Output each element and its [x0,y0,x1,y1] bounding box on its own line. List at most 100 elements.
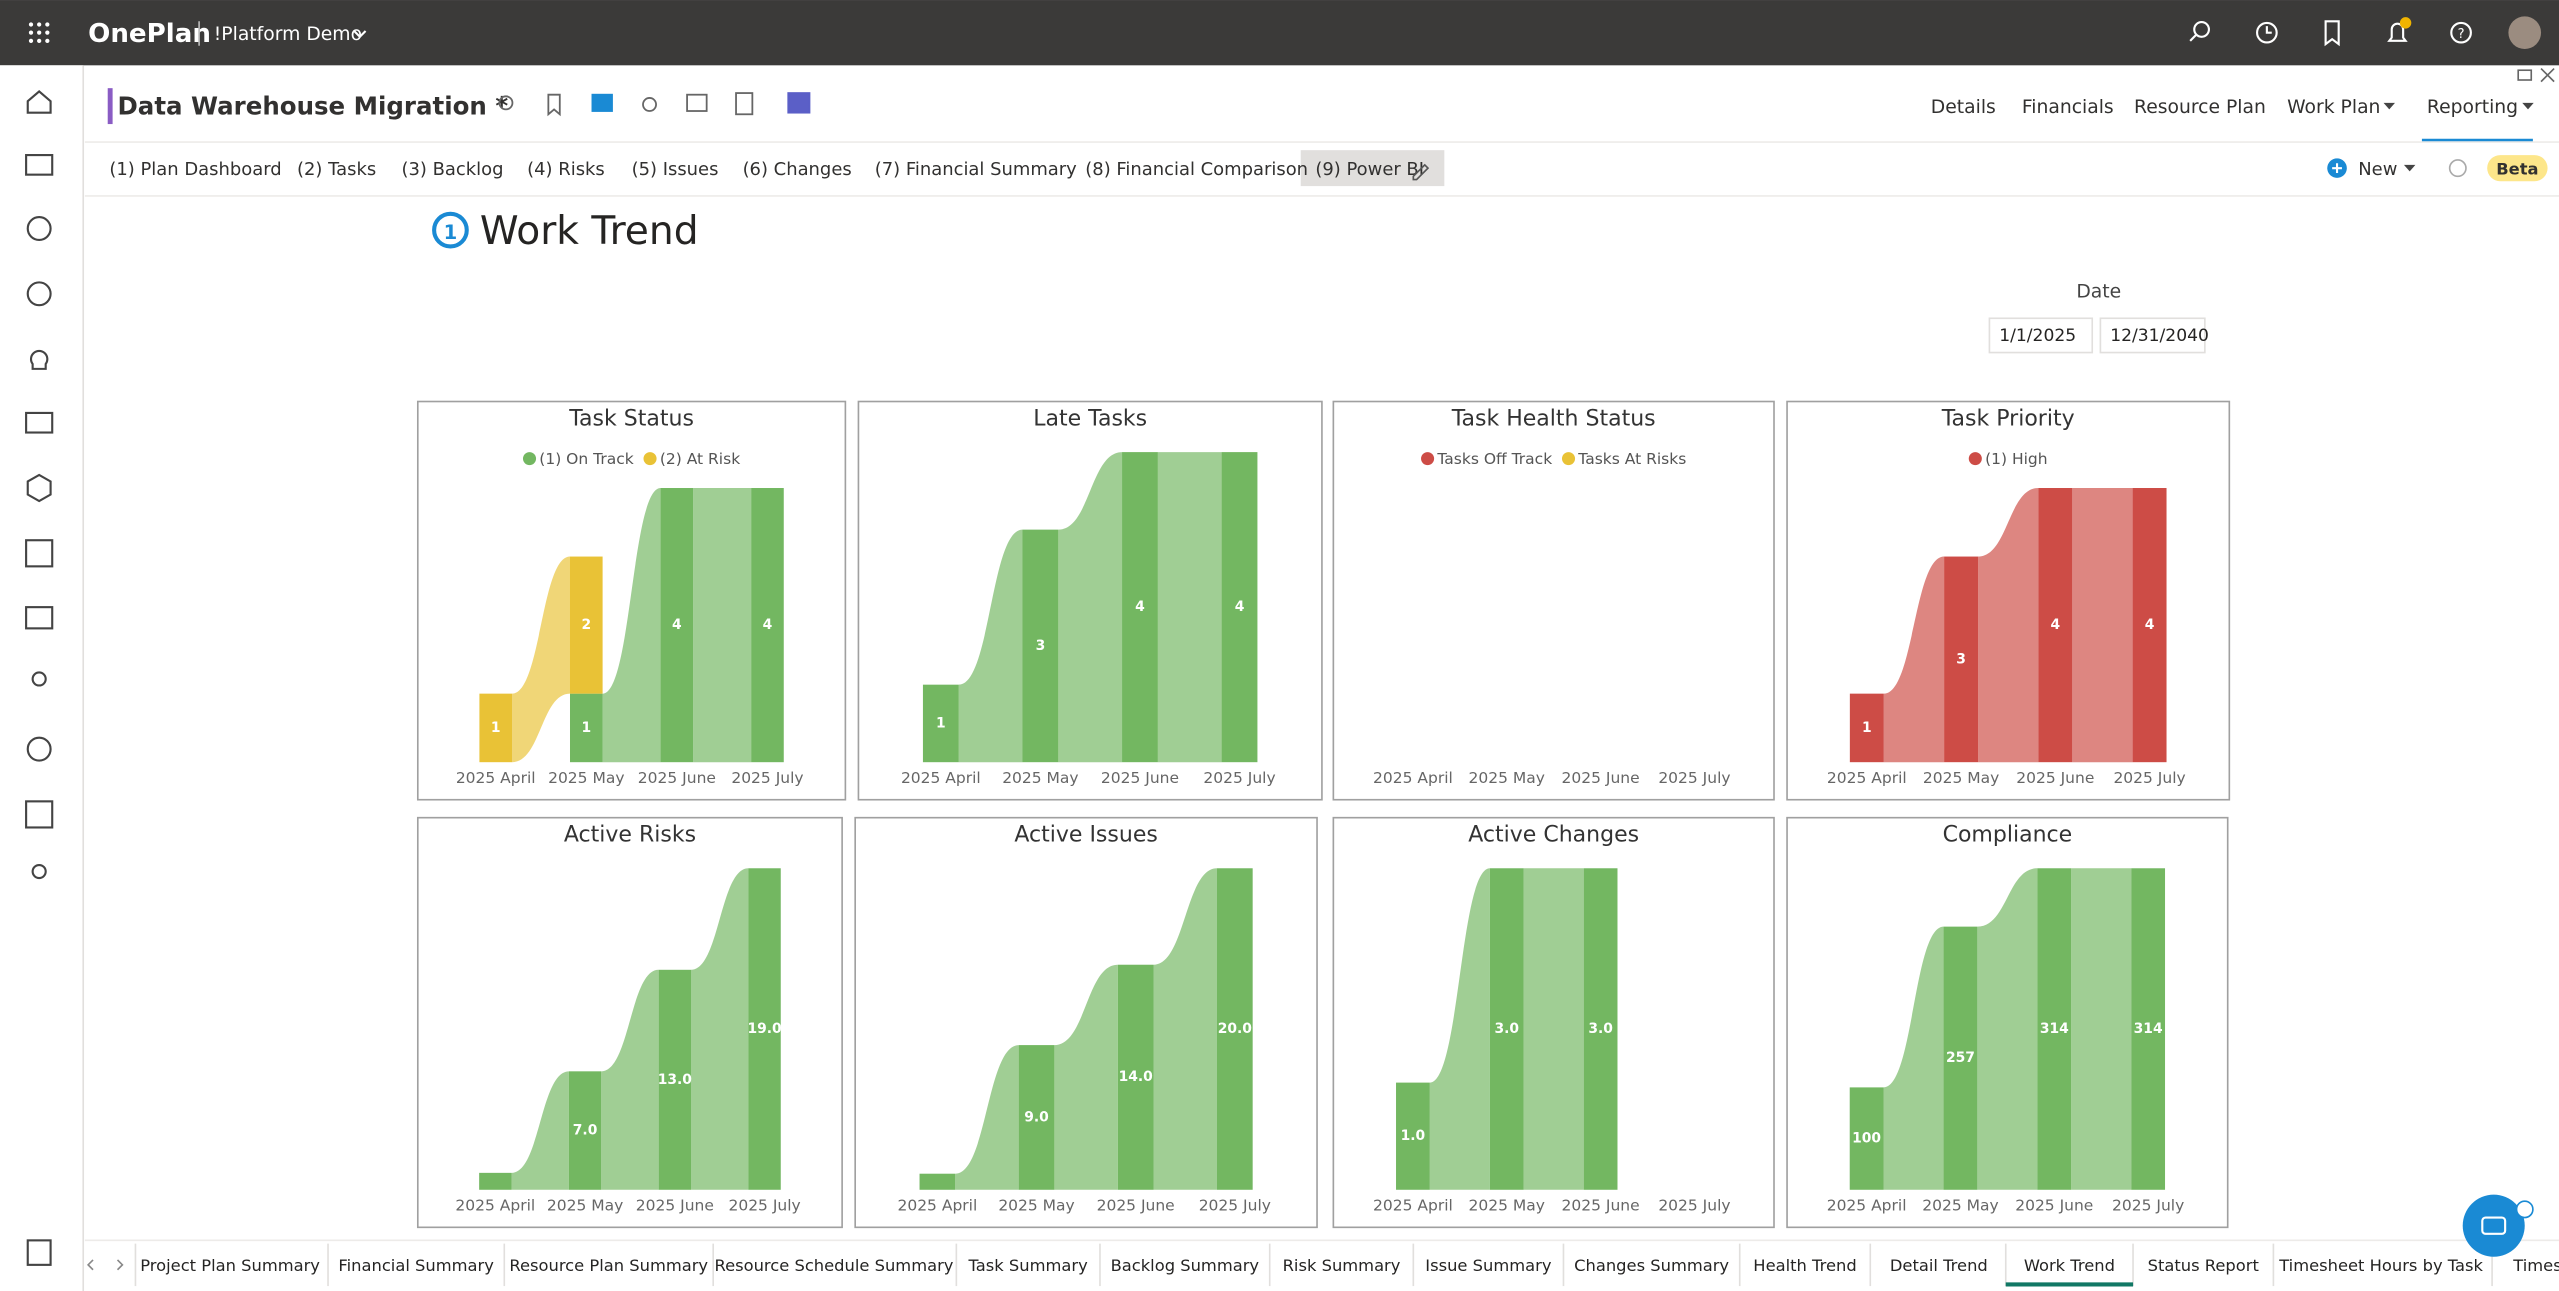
bottom-tab[interactable]: Project Plan Summary [140,1256,320,1275]
bookmark-icon[interactable] [2324,20,2340,47]
ribbon [512,556,570,763]
bottom-tab[interactable]: Financial Summary [338,1256,494,1275]
edit-icon[interactable] [1412,163,1430,181]
header-comment[interactable] [686,93,708,112]
workspace-caret[interactable] [353,30,367,39]
x-tick-label: 2025 June [1562,769,1640,787]
nav-caret[interactable] [2383,102,2395,110]
nav-reports[interactable] [25,606,54,630]
nav-products[interactable] [26,473,52,503]
bar [1396,1082,1430,1190]
value-label: 3.0 [1494,1021,1519,1037]
project-nav-item[interactable]: Resource Plan [2134,97,2266,118]
project-nav-item[interactable]: Work Plan [2287,97,2380,118]
report-tab[interactable]: (7) Financial Summary [875,159,1077,180]
chart: Active Risks 7.0 13.0 19.0 2025 April 2025 Ma… [416,816,843,1229]
header-bookmark[interactable] [547,93,561,117]
bottom-tab[interactable]: Status Report [2148,1256,2259,1275]
bottom-tab[interactable]: Issue Summary [1425,1256,1552,1275]
notification-icon[interactable] [2387,22,2408,42]
date-to-box[interactable] [2099,317,2206,354]
nav-ideas[interactable] [29,349,49,370]
report-tab[interactable]: (8) Financial Comparison [1085,159,1308,180]
nav-dashboard[interactable] [25,800,54,829]
report-tabs: (1) Plan Dashboard (2) Tasks (3) Backlog (4… [109,159,1424,180]
nav-time[interactable] [26,216,52,242]
nav-profile[interactable] [31,863,47,880]
report-tab[interactable]: (9) Power BI [1315,159,1424,180]
nav-resources[interactable] [31,671,47,687]
nav-caret[interactable] [2522,102,2534,110]
bottom-tab[interactable]: Timesh [2512,1256,2559,1275]
nav-people[interactable] [25,411,54,434]
bottom-tab[interactable]: Detail Trend [1890,1256,1988,1275]
header-team[interactable] [498,95,514,111]
report-logo [432,211,469,249]
bottom-tab[interactable]: Changes Summary [1574,1256,1729,1275]
history-icon[interactable] [2256,21,2278,44]
x-tick-label: 2025 July [1658,1197,1730,1215]
report-tab[interactable]: (2) Tasks [297,159,376,180]
x-tick-label: 2025 April [1373,769,1453,787]
bar [1489,868,1524,1190]
x-tick-label: 2025 May [1922,1197,1998,1215]
bottom-tab[interactable]: Work Trend [2024,1256,2115,1275]
new-caret[interactable] [2403,164,2416,172]
bar [1221,452,1258,763]
chart: Active Issues 9.0 14.0 20.0 2025 April 2025 M… [854,816,1318,1229]
legend: Tasks Off Track Tasks At Risks [1421,450,1686,468]
popout-icon[interactable] [2517,69,2533,81]
bottom-tab[interactable]: Task Summary [968,1256,1089,1275]
header-doc[interactable] [735,92,754,116]
assistant-button[interactable] [2462,1194,2525,1257]
help-icon[interactable]: ? [2450,21,2472,44]
ribbon [2072,488,2133,763]
workspace[interactable]: !Platform Demo [214,24,362,45]
nav-capacity[interactable] [26,736,52,762]
bottom-tab[interactable]: Resource Plan Summary [509,1256,708,1275]
report-tab[interactable]: (1) Plan Dashboard [109,159,281,180]
new-button[interactable]: New [2358,159,2397,180]
ribbon [1429,868,1490,1190]
report-tab[interactable]: (6) Changes [743,159,852,180]
report-tab[interactable]: (4) Risks [527,159,605,180]
value-labels: 100 257 314 314 [1852,1021,2162,1147]
refresh-icon[interactable] [2448,159,2467,178]
bottom-tab[interactable]: Timesheet Hours by Task [2278,1256,2483,1275]
header-share[interactable] [642,97,657,112]
project-nav-item[interactable]: Details [1931,97,1996,118]
avatar[interactable] [2508,16,2542,49]
bar [1849,693,1884,763]
bar [2132,488,2167,763]
value-label: 3.0 [1588,1021,1613,1037]
assistant-icon [2481,1216,2507,1235]
value-label: 1.0 [1401,1128,1426,1144]
bottom-tab[interactable]: Backlog Summary [1111,1256,1260,1275]
value-label: 4 [2050,617,2060,633]
bottom-tab[interactable]: Resource Schedule Summary [714,1256,953,1275]
project-nav-item[interactable]: Financials [2022,97,2114,118]
value-labels: 7.0 13.0 19.0 [573,1021,782,1139]
close-icon[interactable] [2540,68,2555,83]
nav-boards[interactable] [25,539,54,568]
ribbon [693,488,752,763]
header-teams[interactable] [787,92,811,114]
search-icon[interactable] [2189,21,2210,42]
report-tab[interactable]: (3) Backlog [401,159,503,180]
nav-portfolio[interactable] [25,154,54,176]
nav-home[interactable] [26,90,52,114]
bar [748,868,781,1190]
nav-goals[interactable] [26,281,52,307]
legend: (1) High [1968,450,2048,468]
date-from-box[interactable] [1988,317,2094,354]
nav-expand[interactable] [26,1239,52,1266]
header-chat[interactable] [591,93,613,112]
bottom-tab[interactable]: Risk Summary [1283,1256,1401,1275]
x-tick-label: 2025 May [547,1197,623,1215]
project-nav-item[interactable]: Reporting [2427,97,2518,118]
bottom-tab[interactable]: Health Trend [1753,1256,1856,1275]
bars [919,868,1253,1190]
report-tab[interactable]: (5) Issues [632,159,719,180]
app-launcher[interactable] [28,22,50,43]
tab-scroll[interactable] [86,1259,124,1271]
